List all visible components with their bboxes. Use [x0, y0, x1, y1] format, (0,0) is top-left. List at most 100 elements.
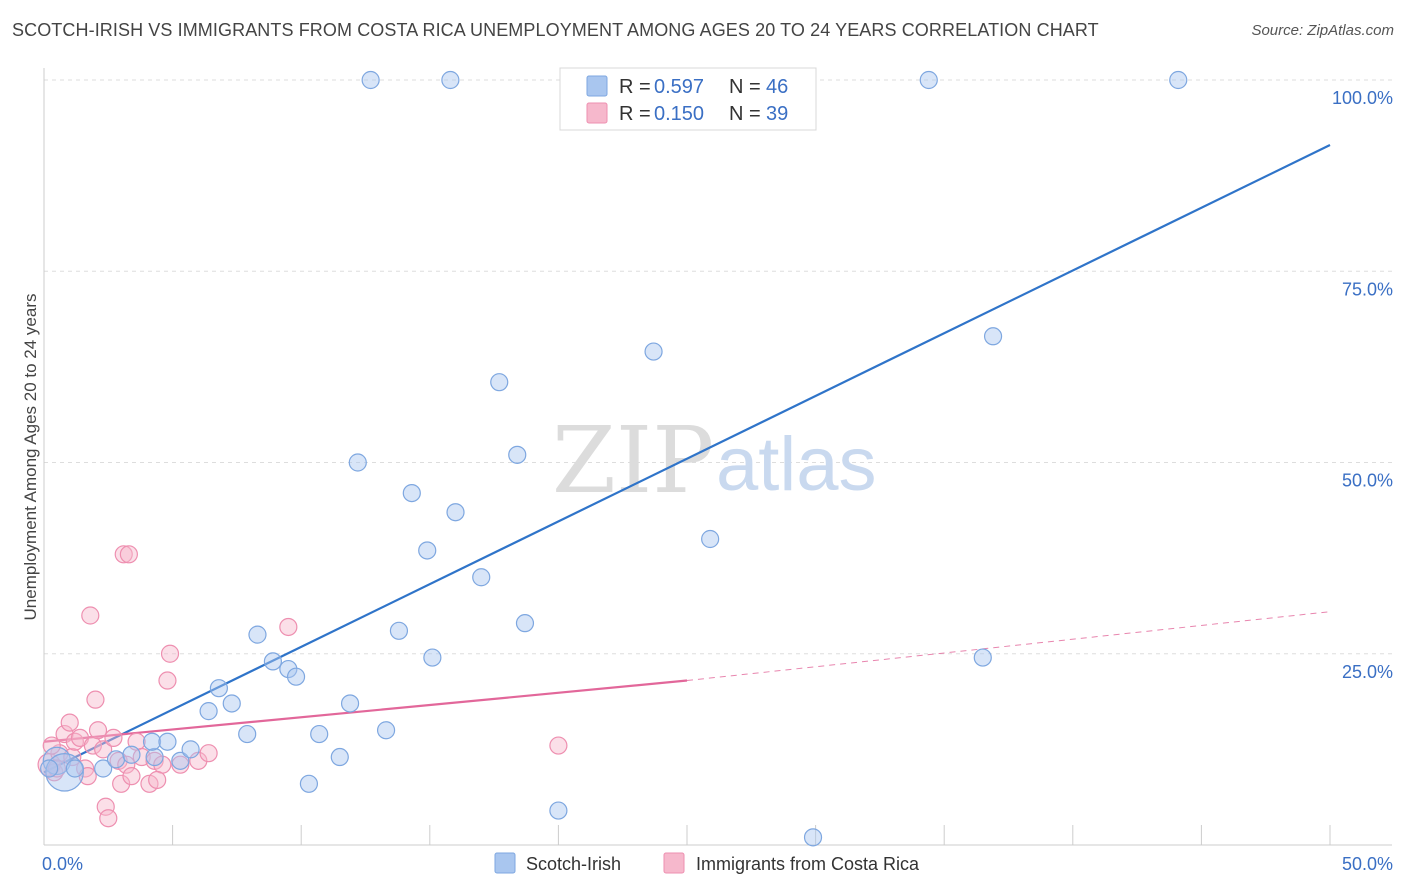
chart-title: SCOTCH-IRISH VS IMMIGRANTS FROM COSTA RI…: [12, 20, 1099, 40]
point-costa-rica-16: [99, 809, 118, 828]
y-tick-label-1: 50.0%: [1342, 471, 1393, 491]
legend-n-label-1: N =: [729, 76, 761, 98]
trend-line-costa-rica: [43, 679, 688, 743]
point-scotch-irish-23: [348, 453, 367, 472]
point-scotch-irish-43: [919, 70, 938, 90]
point-scotch-irish-40: [361, 70, 380, 90]
point-costa-rica-37: [42, 736, 61, 755]
source-credit[interactable]: Source: ZipAtlas.com: [1251, 22, 1394, 39]
point-costa-rica-14: [94, 740, 113, 759]
point-costa-rica-19: [112, 774, 131, 793]
watermark: ZIP atlas: [552, 407, 877, 514]
legend-bottom-label-scotch-irish[interactable]: Scotch-Irish: [526, 854, 621, 874]
point-costa-rica-13: [88, 721, 108, 740]
point-scotch-irish-27: [418, 541, 437, 560]
point-costa-rica-17: [104, 728, 123, 748]
point-costa-rica-29: [148, 770, 167, 790]
y-tick-label-2: 75.0%: [1342, 279, 1393, 299]
point-scotch-irish-29: [446, 503, 465, 522]
y-tick-label-3: 100.0%: [1332, 88, 1393, 108]
point-scotch-irish-4: [106, 750, 126, 769]
point-scotch-irish-8: [158, 732, 177, 751]
point-scotch-irish-21: [330, 747, 349, 767]
trend-line-scotch-irish: [43, 144, 1331, 774]
point-scotch-irish-38: [973, 648, 992, 667]
point-costa-rica-23: [119, 545, 138, 564]
point-costa-rica-30: [160, 644, 180, 663]
point-scotch-irish-3: [94, 759, 113, 778]
legend-bottom: Scotch-Irish Immigrants from Costa Rica: [494, 852, 920, 874]
point-scotch-irish-32: [508, 445, 527, 464]
point-scotch-irish-30: [472, 568, 491, 587]
y-tick-label-0: 25.0%: [1342, 662, 1393, 682]
point-scotch-irish-44: [1169, 70, 1188, 90]
point-scotch-irish-12: [209, 679, 228, 698]
legend-r-label-2: R =: [619, 103, 651, 125]
point-scotch-irish-31: [490, 373, 509, 392]
point-costa-rica-15: [96, 797, 115, 816]
point-costa-rica-4: [60, 713, 79, 732]
legend-bottom-swatch-scotch-irish[interactable]: [494, 852, 516, 874]
point-scotch-irish-7: [142, 732, 162, 751]
legend-n-value-1: 46: [766, 76, 788, 98]
point-costa-rica-35: [279, 617, 298, 637]
point-scotch-irish-39: [983, 327, 1003, 346]
watermark-zip: ZIP: [552, 407, 714, 514]
legend-bottom-swatch-costa-rica[interactable]: [663, 852, 685, 874]
point-scotch-irish-5: [122, 745, 141, 764]
point-scotch-irish-19: [299, 774, 319, 793]
point-scotch-irish-45: [40, 759, 59, 778]
point-scotch-irish-33: [515, 614, 535, 633]
x-tick-label-max: 50.0%: [1342, 854, 1393, 874]
legend-n-label-2: N =: [729, 103, 761, 125]
point-costa-rica-31: [158, 671, 177, 690]
axes: [43, 68, 1392, 846]
point-costa-rica-22: [114, 545, 133, 564]
point-scotch-irish-6: [145, 747, 164, 767]
point-scotch-irish-2: [65, 759, 84, 778]
trend-lines: [43, 144, 1331, 774]
point-scotch-irish-9: [171, 751, 190, 770]
legend-r-label-1: R =: [619, 76, 651, 98]
point-scotch-irish-17: [279, 659, 298, 679]
gridlines: [44, 79, 1392, 655]
point-scotch-irish-20: [310, 724, 329, 744]
point-scotch-irish-37: [803, 828, 823, 847]
point-costa-rica-32: [171, 755, 190, 774]
point-scotch-irish-36: [701, 529, 720, 549]
watermark-atlas: atlas: [716, 422, 877, 507]
point-costa-rica-3: [55, 724, 74, 744]
trend-line-costa-rica-extension: [686, 611, 1331, 682]
point-costa-rica-38: [47, 759, 66, 778]
point-costa-rica-20: [117, 755, 136, 774]
point-scotch-irish-10: [181, 740, 200, 759]
point-costa-rica-10: [81, 606, 100, 625]
point-costa-rica-12: [86, 690, 105, 709]
legend-bottom-label-costa-rica[interactable]: Immigrants from Costa Rica: [696, 854, 920, 874]
point-scotch-irish-24: [376, 721, 396, 740]
point-scotch-irish-14: [238, 724, 257, 744]
point-costa-rica-34: [199, 744, 218, 763]
point-scotch-irish-35: [644, 342, 663, 361]
legend-swatch-scotch-irish: [586, 75, 608, 97]
point-scotch-irish-11: [199, 702, 218, 721]
legend-r-value-1: 0.597: [654, 76, 704, 98]
point-scotch-irish-13: [222, 694, 241, 713]
tick-labels: 25.0% 50.0% 75.0% 100.0% 0.0% 50.0%: [42, 88, 1393, 874]
legend-r-value-2: 0.150: [654, 103, 704, 125]
point-costa-rica-36: [549, 736, 568, 755]
point-scotch-irish-22: [340, 694, 360, 713]
point-scotch-irish-15: [248, 625, 267, 644]
x-tick-label-min: 0.0%: [42, 854, 83, 874]
legend-swatch-costa-rica: [586, 102, 608, 124]
legend-n-value-2: 39: [766, 103, 788, 125]
point-scotch-irish-16: [263, 652, 283, 671]
point-scotch-irish-26: [402, 484, 421, 503]
data-points: [37, 70, 1188, 847]
point-costa-rica-21: [122, 767, 141, 786]
point-scotch-irish-28: [423, 648, 442, 667]
y-axis-title: Unemployment Among Ages 20 to 24 years: [21, 294, 40, 621]
point-scotch-irish-41: [441, 70, 460, 90]
point-scotch-irish-25: [389, 621, 409, 640]
